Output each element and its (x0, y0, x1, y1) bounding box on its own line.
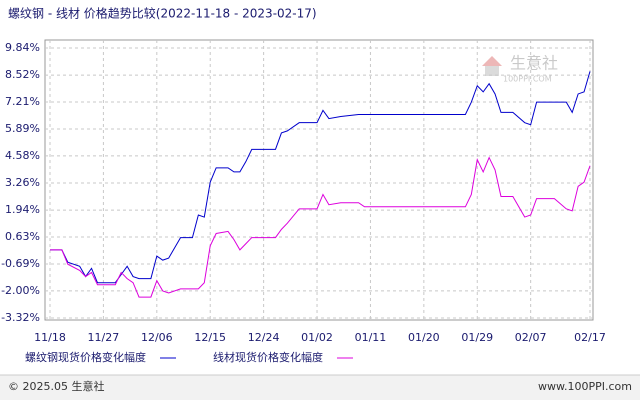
legend-label: 线材现货价格变化幅度 (213, 350, 323, 364)
y-tick-label: 9.84% (5, 41, 40, 54)
watermark: 生意社 100PPI.COM (482, 54, 558, 84)
x-tick-label: 01/29 (461, 331, 493, 344)
watermark-logo (485, 66, 499, 76)
watermark-logo (482, 56, 502, 66)
y-tick-label: 4.58% (5, 149, 40, 162)
watermark-text: 生意社 (510, 54, 558, 73)
x-tick-label: 12/06 (141, 331, 173, 344)
x-tick-label: 01/02 (301, 331, 333, 344)
chart-title: 螺纹钢 - 线材 价格趋势比较(2022-11-18 - 2023-02-17) (8, 6, 317, 21)
plot-frame (44, 39, 594, 321)
x-tick-label: 11/27 (88, 331, 120, 344)
y-tick-label: 1.94% (5, 203, 40, 216)
footer-right: www.100PPI.com (538, 380, 632, 393)
series-line (50, 156, 591, 298)
y-tick-label: -3.32% (1, 311, 40, 324)
watermark-sub: 100PPI.COM (503, 75, 552, 84)
y-tick-label: -0.69% (1, 257, 40, 270)
x-tick-label: 12/15 (194, 331, 226, 344)
y-tick-label: 8.52% (5, 68, 40, 81)
footer-left: © 2025.05 生意社 (8, 379, 104, 393)
y-tick-label: 0.63% (5, 230, 40, 243)
y-tick-label: 3.26% (5, 176, 40, 189)
footer-band (0, 375, 640, 400)
y-tick-label: 7.21% (5, 95, 40, 108)
legend-label: 螺纹钢现货价格变化幅度 (25, 350, 146, 364)
y-tick-label: 5.89% (5, 122, 40, 135)
x-tick-label: 02/17 (574, 331, 606, 344)
x-tick-label: 01/20 (408, 331, 440, 344)
x-tick-label: 02/07 (515, 331, 547, 344)
x-tick-label: 01/11 (355, 331, 387, 344)
y-tick-label: -2.00% (1, 284, 40, 297)
x-tick-label: 12/24 (248, 331, 280, 344)
series-line (50, 71, 591, 284)
x-tick-label: 11/18 (34, 331, 66, 344)
